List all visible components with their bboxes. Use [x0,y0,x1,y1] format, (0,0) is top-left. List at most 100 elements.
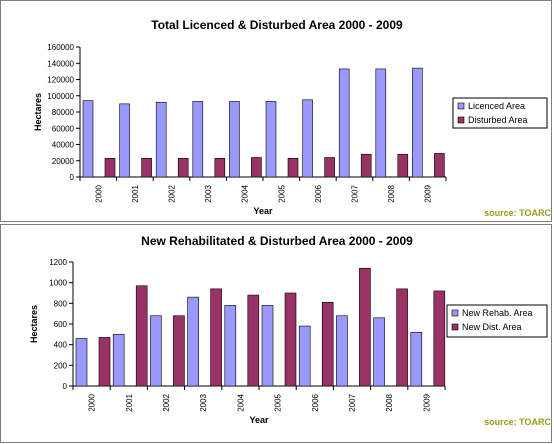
legend-swatch [457,102,465,110]
bar-series-a-2009 [410,331,423,387]
bar-series-b-2005 [287,158,299,178]
bar-series-a-2000 [75,338,88,387]
y-axis-title: Hectares [29,305,39,343]
x-tick-label: 2004 [241,184,250,202]
x-tick-label: 2002 [168,184,177,202]
y-tick-label: 120000 [47,76,74,85]
bar-series-a-2005 [261,305,274,387]
chart-panel-rehabilitated-disturbed: New Rehabilitated & Disturbed Area 2000 … [0,224,552,443]
x-tick-label: 2000 [88,393,97,411]
x-tick-label: 2008 [387,184,396,202]
bar-series-b-2009 [433,290,446,387]
bar-series-a-2008 [373,317,385,387]
bar-series-a-2002 [150,315,162,387]
bar-series-b-2003 [210,288,222,387]
x-tick-label: 2002 [162,393,171,411]
y-tick-label: 1000 [49,279,67,288]
chart-title: Total Licenced & Disturbed Area 2000 - 2… [151,18,403,32]
legend-label: New Rehab. Area [462,308,533,318]
bar-series-b-2001 [141,158,152,178]
y-tick-label: 40000 [52,141,75,150]
y-tick-label: 100000 [47,92,74,101]
bar-series-b-2004 [247,294,260,387]
bar-series-a-2005 [265,101,277,178]
legend-swatch [451,309,459,317]
y-axis-title: Hectares [33,93,43,131]
bar-series-b-2006 [324,157,335,178]
bar-series-a-2000 [82,100,94,178]
y-tick-label: 800 [54,299,68,308]
bar-series-a-2007 [336,315,348,387]
source-note: source: TOARC [484,417,551,427]
y-tick-label: 600 [54,320,68,329]
bar-series-a-2003 [192,101,204,178]
bar-series-b-2008 [397,153,409,178]
bar-series-b-2005 [284,292,297,387]
chart-panel-licenced-disturbed: Total Licenced & Disturbed Area 2000 - 2… [0,0,552,222]
legend-box [446,304,548,338]
legend-label: New Dist. Area [462,322,522,332]
y-tick-label: 20000 [52,157,75,166]
y-tick-label: 60000 [52,124,75,133]
y-tick-label: 0 [70,173,75,182]
bar-series-b-2004 [251,157,262,178]
y-tick-label: 400 [54,341,68,350]
x-tick-label: 2001 [125,393,134,411]
bar-series-a-2004 [229,101,240,178]
bar-series-b-2002 [173,315,185,387]
bar-series-a-2004 [224,305,237,387]
legend-box [452,97,548,129]
x-tick-label: 2005 [277,184,286,202]
x-tick-label: 2003 [204,184,213,202]
legend: Licenced Area Disturbed Area [452,97,548,129]
y-tick-label: 1200 [49,258,67,267]
y-tick-label: 200 [54,361,68,370]
bar-series-b-2006 [321,302,334,387]
bar-series-b-2007 [360,153,372,178]
bar-series-a-2009 [412,67,423,178]
x-tick-label: 2008 [385,393,394,411]
bar-series-b-2001 [135,285,148,387]
bar-series-b-2008 [396,288,408,387]
x-tick-label: 2009 [422,393,431,411]
chart-title: New Rehabilitated & Disturbed Area 2000 … [141,234,413,248]
x-tick-label: 2000 [94,184,103,202]
x-axis-title: Year [249,415,269,425]
x-tick-label: 2003 [199,393,208,411]
bar-series-a-2006 [298,325,311,387]
bar-series-a-2007 [338,68,350,178]
legend-swatch [457,116,465,124]
y-tick-label: 80000 [52,108,75,117]
x-tick-label: 2007 [348,393,357,411]
bar-series-a-2001 [119,103,130,178]
x-axis-title: Year [253,206,273,216]
legend: New Rehab. Area New Dist. Area [446,304,548,338]
x-tick-label: 2006 [314,184,323,202]
legend-swatch [451,323,459,331]
x-tick-label: 2009 [424,184,433,202]
legend-label: Disturbed Area [468,115,528,125]
x-tick-label: 2006 [311,393,320,411]
x-tick-label: 2004 [236,393,245,411]
bar-series-a-2001 [112,334,125,387]
y-tick-label: 160000 [47,43,74,52]
y-tick-label: 0 [63,382,68,391]
bar-series-b-2009 [434,153,445,178]
bar-series-b-2007 [359,267,371,387]
chart-rehabilitated-disturbed: New Rehabilitated & Disturbed Area 2000 … [29,234,551,427]
bar-series-a-2002 [155,101,167,178]
bar-series-b-2000 [104,158,116,178]
bar-series-b-2003 [214,158,226,178]
x-tick-label: 2005 [274,393,283,411]
source-note: source: TOARC [484,208,551,218]
bar-series-b-2000 [98,337,111,387]
bar-series-a-2006 [302,99,313,178]
y-tick-label: 140000 [47,59,74,68]
x-tick-label: 2007 [351,184,360,202]
x-tick-label: 2001 [131,184,140,202]
bar-series-b-2002 [177,158,189,178]
bar-series-a-2008 [375,68,387,178]
legend-label: Licenced Area [468,101,525,111]
bar-series-a-2003 [187,296,199,387]
chart-licenced-disturbed: Total Licenced & Disturbed Area 2000 - 2… [33,18,551,218]
